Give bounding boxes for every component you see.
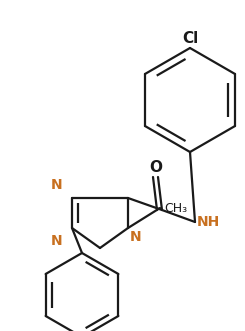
Text: N: N	[50, 234, 62, 248]
Text: N: N	[50, 178, 62, 192]
Text: CH₃: CH₃	[164, 202, 187, 214]
Text: N: N	[130, 230, 142, 244]
Text: O: O	[149, 160, 162, 175]
Text: Cl: Cl	[182, 31, 198, 46]
Text: NH: NH	[197, 215, 220, 229]
